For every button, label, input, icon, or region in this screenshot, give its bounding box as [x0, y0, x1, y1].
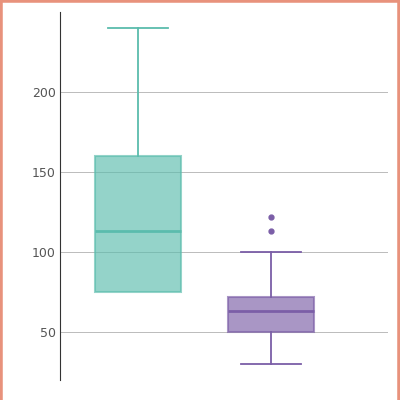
Bar	[228, 297, 314, 332]
Bar	[95, 156, 181, 292]
